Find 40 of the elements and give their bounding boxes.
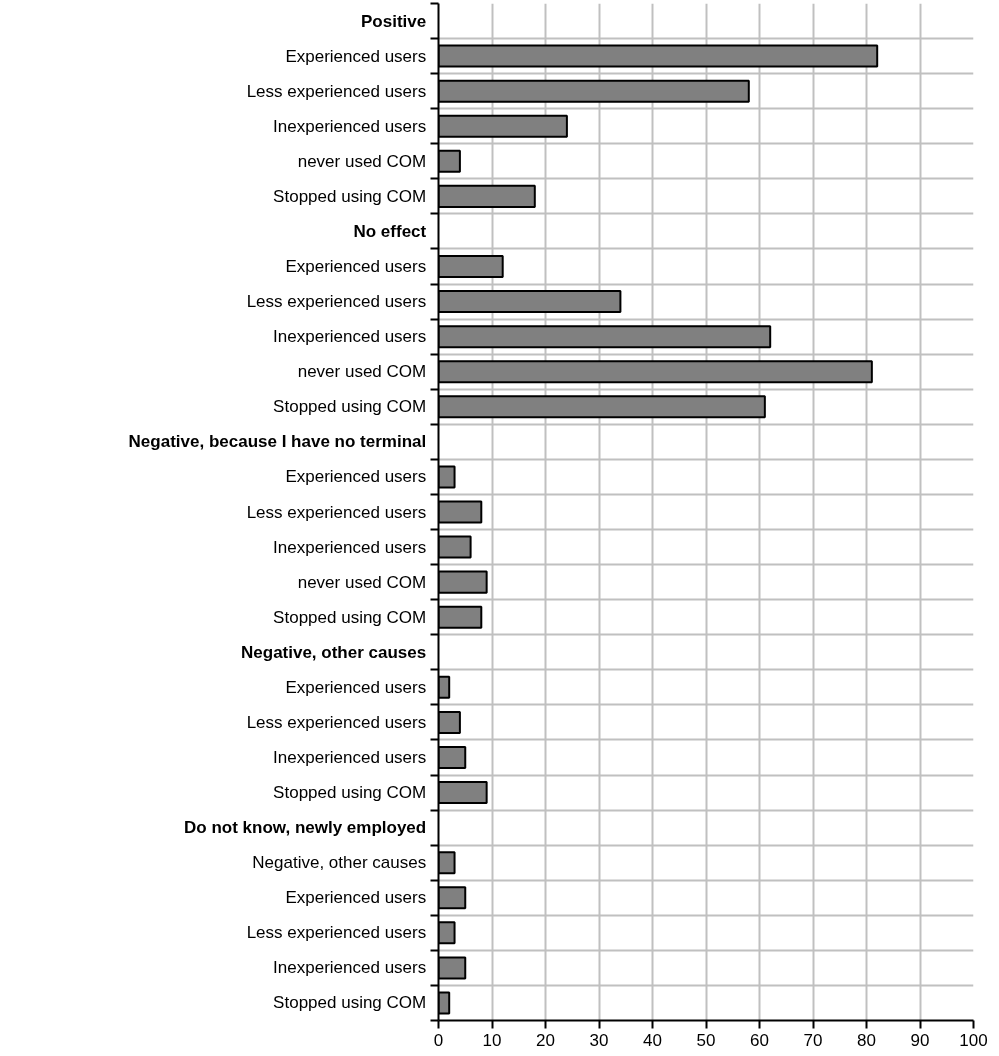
y-tick-label: Stopped using COM [273, 607, 427, 627]
x-tick-label: 100 [959, 1030, 988, 1050]
x-tick-label: 70 [803, 1030, 823, 1050]
y-tick-label: Less experienced users [246, 292, 427, 312]
y-tick-label: Less experienced users [246, 81, 427, 101]
y-tick-label: Inexperienced users [273, 537, 427, 557]
x-tick-label: 10 [482, 1030, 502, 1050]
y-tick-label: Inexperienced users [273, 327, 427, 347]
y-tick-label: Stopped using COM [273, 993, 427, 1013]
x-tick-label: 0 [433, 1030, 444, 1050]
y-tick-label: Stopped using COM [273, 397, 427, 417]
y-tick-label: never used COM [297, 572, 427, 592]
x-tick-label: 80 [857, 1030, 876, 1050]
y-tick-label: Do not know, newly employed [184, 818, 427, 838]
x-tick-label: 20 [536, 1030, 555, 1050]
y-tick-label: Positive [361, 11, 427, 31]
y-tick-label: Stopped using COM [273, 186, 427, 206]
x-tick-label: 90 [910, 1030, 930, 1050]
y-tick-label: Experienced users [285, 257, 427, 277]
y-tick-label: Negative, other causes [252, 853, 427, 873]
y-tick-label: Less experienced users [246, 712, 427, 732]
y-tick-label: Experienced users [285, 888, 427, 908]
x-tick-label: 40 [643, 1030, 662, 1050]
y-tick-label: Negative, other causes [241, 642, 427, 662]
x-tick-label: 50 [696, 1030, 716, 1050]
y-tick-label: No effect [353, 221, 427, 241]
y-tick-label: never used COM [297, 362, 427, 382]
x-tick-label: 60 [750, 1030, 769, 1050]
y-tick-label: Inexperienced users [273, 958, 427, 978]
y-tick-label: Experienced users [285, 467, 427, 487]
x-tick-label: 30 [589, 1030, 609, 1050]
y-tick-label: Experienced users [285, 677, 427, 697]
y-tick-label: never used COM [297, 151, 427, 171]
y-tick-label: Less experienced users [246, 923, 427, 943]
y-tick-label: Negative, because I have no terminal [128, 432, 427, 452]
y-tick-label: Less experienced users [246, 502, 427, 522]
y-tick-label: Stopped using COM [273, 783, 427, 803]
y-tick-label: Inexperienced users [273, 116, 427, 136]
y-tick-label: Inexperienced users [273, 747, 427, 767]
y-tick-label: Experienced users [285, 46, 427, 66]
